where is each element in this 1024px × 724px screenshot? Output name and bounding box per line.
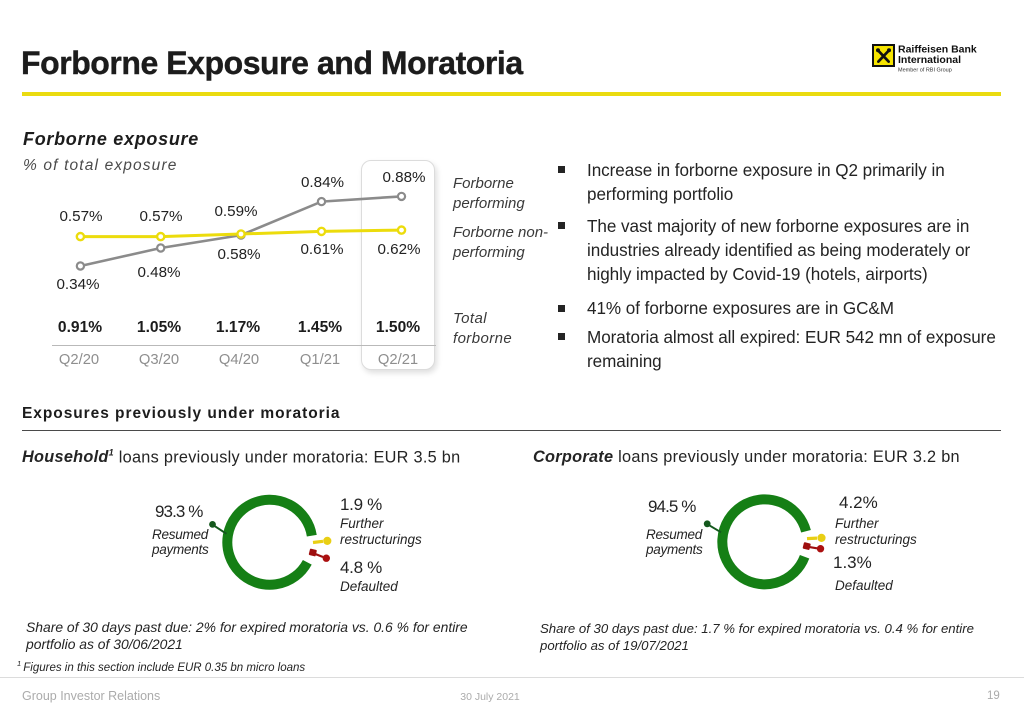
svg-text:Member of RBI Group: Member of RBI Group	[898, 68, 952, 74]
svg-text:Raiffeisen Bank: Raiffeisen Bank	[898, 44, 977, 56]
svg-text:International: International	[898, 54, 961, 66]
